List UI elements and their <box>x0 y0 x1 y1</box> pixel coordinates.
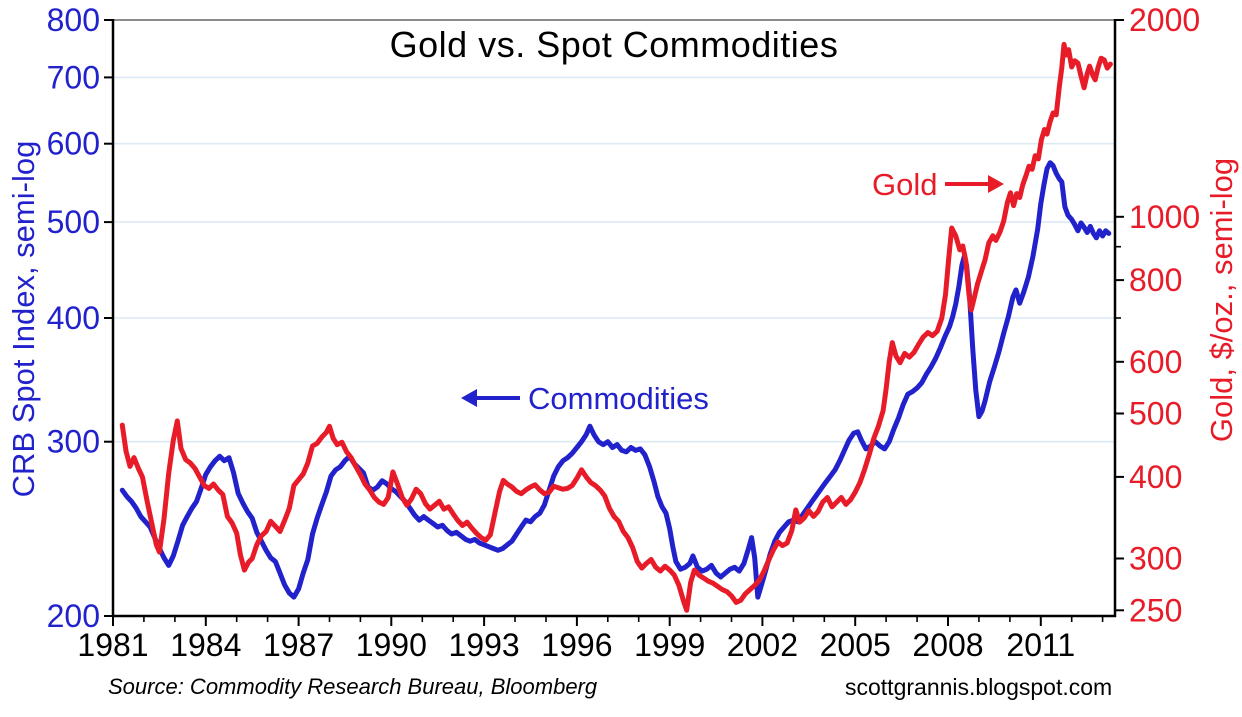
commodities-series-annotation: Commodities <box>461 381 709 417</box>
y-left-tick-label: 600 <box>47 126 100 162</box>
y-right-tick-label: 2000 <box>1129 2 1200 38</box>
source-credit: Source: Commodity Research Bureau, Bloom… <box>108 674 598 699</box>
site-credit: scottgrannis.blogspot.com <box>845 674 1113 700</box>
y-right-tick-label: 500 <box>1129 396 1182 432</box>
y-left-tick-label: 800 <box>47 2 100 38</box>
x-tick-label: 2011 <box>1006 627 1075 663</box>
left-arrow-icon <box>461 388 520 407</box>
y-right-tick-label: 400 <box>1129 459 1182 495</box>
commodities-series-line <box>119 160 1112 600</box>
commodities-annotation-label: Commodities <box>528 381 709 416</box>
x-tick-label: 2005 <box>820 627 891 663</box>
chart-title: Gold vs. Spot Commodities <box>389 24 839 65</box>
x-tick-label: 1996 <box>541 627 612 663</box>
gold-series-annotation: Gold <box>872 167 1005 203</box>
x-tick-label: 1990 <box>356 627 427 663</box>
x-tick-label: 1999 <box>634 627 705 663</box>
y-right-tick-label: 800 <box>1129 262 1182 298</box>
y-left-tick-label: 500 <box>47 204 100 240</box>
gold-series-line <box>119 41 1113 613</box>
y-left-tick-label: 400 <box>47 300 100 336</box>
x-tick-label: 1981 <box>77 627 148 663</box>
y-axis-right-title: Gold, $/oz., semi-log <box>1204 157 1239 443</box>
x-tick-label: 2002 <box>727 627 798 663</box>
y-axis-left-title: CRB Spot Index, semi-log <box>6 140 41 498</box>
y-left-tick-label: 700 <box>47 59 100 95</box>
gold-annotation-label: Gold <box>872 167 938 202</box>
y-left-tick-label: 300 <box>47 424 100 460</box>
y-left-tick-label: 200 <box>47 598 100 634</box>
x-tick-label: 2008 <box>912 627 983 663</box>
x-tick-label: 1987 <box>263 627 334 663</box>
y-right-tick-label: 600 <box>1129 344 1182 380</box>
x-tick-label: 1984 <box>170 627 241 663</box>
right-arrow-icon <box>945 174 1005 193</box>
y-right-tick-label: 250 <box>1129 592 1182 628</box>
y-right-tick-label: 1000 <box>1129 199 1200 235</box>
y-right-tick-label: 300 <box>1129 541 1182 577</box>
x-tick-label: 1993 <box>449 627 520 663</box>
